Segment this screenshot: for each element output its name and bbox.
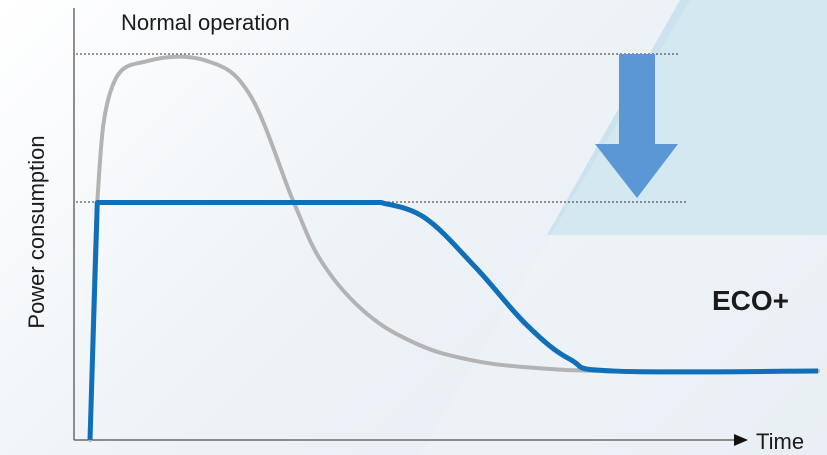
series-line-normal-operation bbox=[88, 54, 820, 442]
normal-operation-label: Normal operation bbox=[121, 10, 290, 35]
series-line-eco-plus bbox=[87, 200, 819, 441]
x-axis-arrowhead bbox=[734, 434, 748, 446]
reduction-arrow bbox=[595, 54, 678, 198]
background-sheen bbox=[420, 0, 827, 455]
eco-plus-label: ECO+ bbox=[712, 285, 789, 316]
x-axis-label: Time bbox=[756, 429, 804, 454]
eco-highlight-panel bbox=[547, 0, 827, 235]
y-axis-label: Power consumption bbox=[24, 135, 49, 328]
